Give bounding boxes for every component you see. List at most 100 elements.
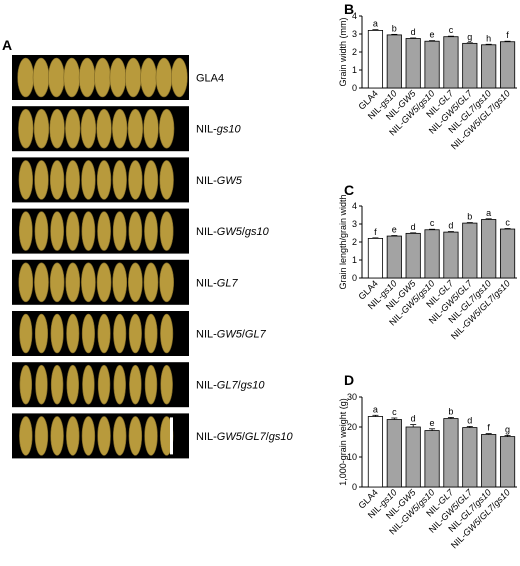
y-axis-title: 1,000-grain weight (g) xyxy=(338,398,348,486)
grain xyxy=(144,416,158,456)
grain xyxy=(65,211,80,251)
grain xyxy=(96,160,112,200)
bar xyxy=(386,235,402,279)
grain xyxy=(113,313,127,354)
grain xyxy=(97,416,111,456)
significance-label: e xyxy=(392,225,397,235)
bar xyxy=(424,430,440,488)
grain xyxy=(128,160,143,200)
grain xyxy=(159,211,174,251)
y-tick-label: 0 xyxy=(352,83,357,93)
grain xyxy=(17,57,34,98)
grain xyxy=(48,57,65,98)
grain xyxy=(158,108,175,149)
grain xyxy=(160,364,173,405)
bar xyxy=(405,232,421,279)
y-tick-label: 2 xyxy=(352,237,357,247)
grain xyxy=(113,416,127,456)
grain xyxy=(50,313,64,354)
grain xyxy=(143,160,159,200)
grain xyxy=(143,108,159,149)
grain xyxy=(19,416,33,456)
bar xyxy=(481,434,497,488)
grain xyxy=(18,262,34,303)
photo-row-label: NIL-GW5/GL7 xyxy=(196,329,267,341)
y-tick-label: 1 xyxy=(352,65,357,75)
bar xyxy=(443,231,459,279)
grain xyxy=(128,211,143,251)
grain xyxy=(81,262,96,303)
panel-a-letter: A xyxy=(2,37,12,53)
grain xyxy=(34,160,49,200)
grain xyxy=(96,262,112,303)
grain xyxy=(129,364,142,405)
bar xyxy=(405,426,421,488)
significance-label: d xyxy=(467,415,472,425)
bar xyxy=(386,34,402,89)
bar xyxy=(386,419,402,488)
significance-label: d xyxy=(411,222,416,232)
significance-label: f xyxy=(487,423,490,433)
y-axis-title: Grain width (mm) xyxy=(338,17,348,86)
grain xyxy=(160,313,174,354)
grain xyxy=(49,262,65,303)
grain xyxy=(171,57,188,98)
grain xyxy=(81,416,96,456)
grain-photo-panel: GLA4 NIL-gs10 NIL-GW5 NIL-GW5/gs10 NIL-GL7 NI… xyxy=(12,55,294,459)
photo-row-label: NIL-GL7/gs10 xyxy=(196,380,265,392)
grain xyxy=(113,364,126,405)
grain xyxy=(32,57,50,98)
significance-label: g xyxy=(467,32,472,42)
photo-row-label: NIL-GW5/GL7/gs10 xyxy=(196,431,294,443)
y-tick-label: 3 xyxy=(352,29,357,39)
grain xyxy=(159,262,174,303)
grain xyxy=(65,108,81,149)
bar xyxy=(462,222,478,279)
grain xyxy=(18,211,33,251)
grain xyxy=(49,108,65,149)
y-tick-label: 10 xyxy=(347,452,357,462)
grain xyxy=(19,364,33,405)
grain xyxy=(63,57,81,98)
grain xyxy=(80,108,97,149)
photo-row-label: NIL-GW5/gs10 xyxy=(196,226,270,238)
grain xyxy=(35,364,48,405)
photo-row-label: GLA4 xyxy=(196,73,224,85)
grain xyxy=(18,160,34,200)
grain xyxy=(112,108,128,149)
significance-label: f xyxy=(506,30,509,40)
grain xyxy=(65,262,81,303)
bar xyxy=(443,36,459,89)
significance-label: f xyxy=(374,227,377,237)
grain xyxy=(144,211,158,251)
y-tick-label: 0 xyxy=(352,482,357,492)
bar xyxy=(481,44,497,89)
bar xyxy=(367,29,384,89)
grain xyxy=(34,416,49,456)
bar xyxy=(424,229,440,279)
grain xyxy=(65,160,80,200)
grain xyxy=(155,57,173,98)
grain xyxy=(112,160,127,200)
panel-d-letter: D xyxy=(344,372,354,388)
grain xyxy=(50,364,64,405)
grain xyxy=(128,262,143,303)
y-tick-label: 2 xyxy=(352,47,357,57)
grain xyxy=(49,160,65,200)
grain xyxy=(81,160,96,200)
bar xyxy=(499,436,516,488)
grain xyxy=(66,416,80,456)
grain xyxy=(34,262,49,303)
bar xyxy=(462,42,478,89)
grain xyxy=(159,160,174,200)
significance-label: b xyxy=(467,212,472,222)
significance-label: b xyxy=(392,23,397,33)
y-tick-label: 4 xyxy=(352,11,357,21)
photo-row-label: NIL-GL7 xyxy=(196,277,238,289)
grain xyxy=(97,211,111,251)
significance-label: c xyxy=(505,218,510,228)
grain xyxy=(33,108,50,149)
